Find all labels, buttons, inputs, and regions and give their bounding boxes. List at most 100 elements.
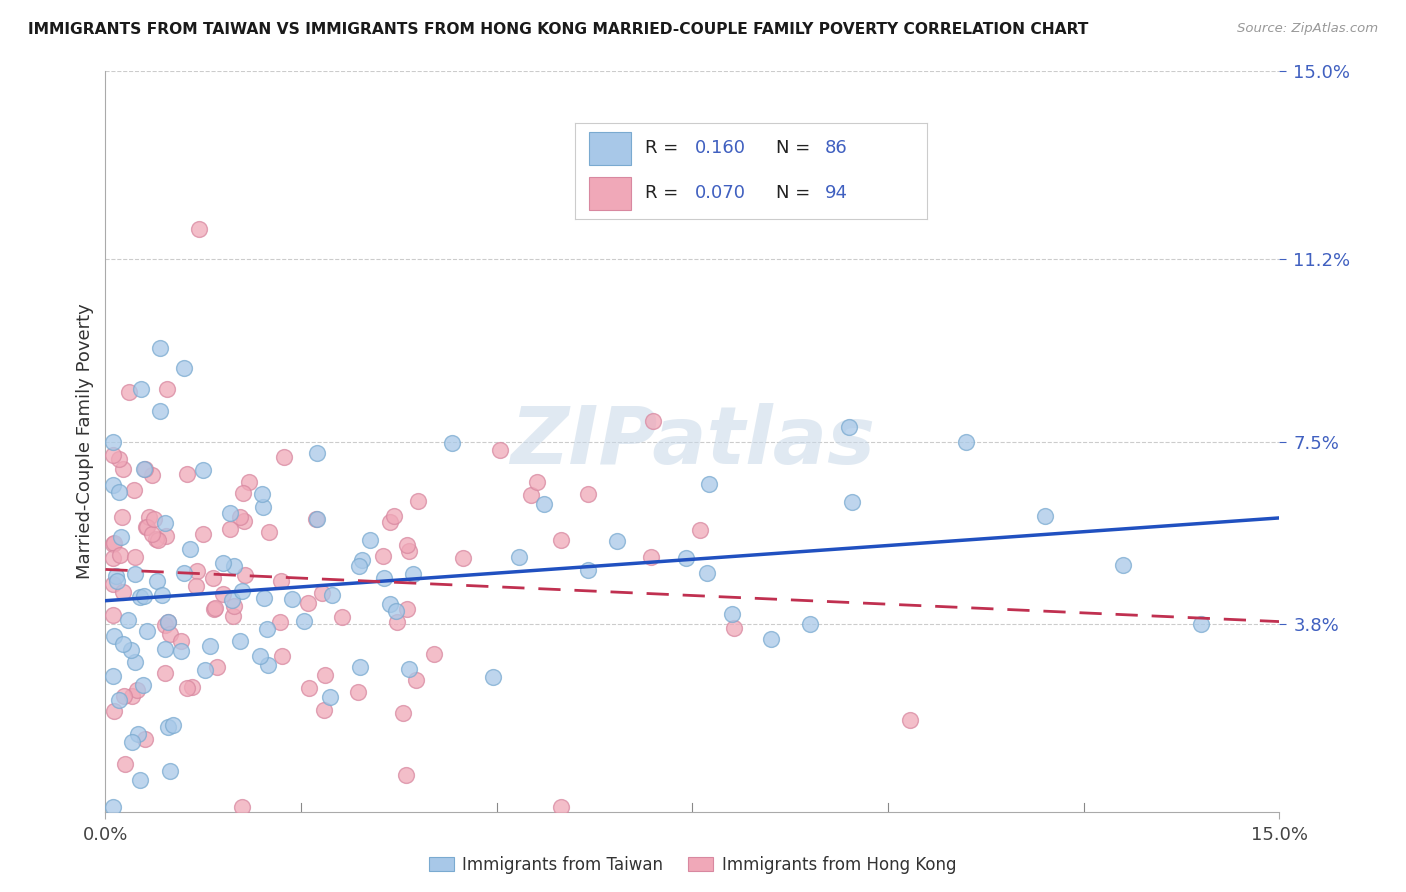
- Point: [378, 597, 401, 611]
- Point: [321, 588, 343, 602]
- Point: [156, 615, 179, 629]
- Point: [162, 718, 184, 732]
- Point: [305, 511, 328, 525]
- Point: [319, 690, 342, 704]
- Point: [103, 577, 125, 591]
- Point: [373, 571, 395, 585]
- Point: [1033, 508, 1056, 523]
- Point: [384, 509, 406, 524]
- Point: [1112, 558, 1135, 572]
- Point: [173, 360, 195, 375]
- Point: [141, 526, 163, 541]
- Point: [218, 506, 240, 520]
- Text: 94: 94: [825, 185, 848, 202]
- Point: [396, 601, 419, 615]
- Point: [257, 658, 280, 673]
- Point: [211, 587, 233, 601]
- Point: [159, 764, 181, 778]
- Point: [103, 799, 125, 814]
- Point: [643, 414, 665, 428]
- Point: [129, 382, 152, 396]
- Point: [121, 690, 143, 704]
- Point: [675, 550, 697, 565]
- Point: [955, 434, 977, 449]
- Point: [696, 566, 718, 581]
- Point: [252, 487, 274, 501]
- Point: [124, 655, 146, 669]
- Point: [723, 621, 745, 635]
- Point: [103, 607, 125, 622]
- Text: ZIPatlas: ZIPatlas: [510, 402, 875, 481]
- Point: [222, 599, 245, 614]
- Point: [689, 523, 711, 537]
- Point: [103, 629, 125, 643]
- Point: [129, 772, 152, 787]
- Point: [173, 566, 195, 580]
- Text: N =: N =: [776, 139, 815, 157]
- Point: [799, 617, 821, 632]
- Point: [606, 534, 628, 549]
- Point: [249, 649, 271, 664]
- Point: [159, 627, 181, 641]
- Point: [398, 544, 420, 558]
- Point: [108, 548, 131, 562]
- Point: [229, 509, 252, 524]
- Text: R =: R =: [645, 185, 685, 202]
- Text: 86: 86: [825, 139, 848, 157]
- Point: [103, 537, 125, 551]
- Point: [271, 648, 294, 663]
- Point: [176, 681, 198, 695]
- Point: [720, 607, 742, 622]
- Point: [142, 512, 165, 526]
- Point: [270, 574, 292, 588]
- Point: [153, 618, 176, 632]
- Point: [150, 588, 173, 602]
- Point: [117, 614, 139, 628]
- Point: [352, 552, 374, 566]
- Point: [221, 592, 243, 607]
- Point: [135, 624, 157, 638]
- Point: [232, 485, 254, 500]
- Point: [205, 659, 228, 673]
- Point: [103, 535, 125, 549]
- Point: [155, 529, 177, 543]
- Point: [112, 689, 135, 703]
- Point: [138, 509, 160, 524]
- Point: [385, 615, 408, 629]
- Point: [281, 591, 304, 606]
- Point: [124, 566, 146, 581]
- Point: [105, 574, 128, 589]
- Point: [191, 463, 214, 477]
- Point: [204, 601, 226, 615]
- Point: [146, 574, 169, 589]
- Point: [330, 610, 353, 624]
- Point: [153, 516, 176, 530]
- Point: [395, 768, 418, 782]
- Legend: Immigrants from Taiwan, Immigrants from Hong Kong: Immigrants from Taiwan, Immigrants from …: [429, 855, 956, 874]
- Point: [640, 549, 662, 564]
- Point: [232, 514, 254, 528]
- Point: [122, 483, 145, 497]
- Point: [222, 558, 245, 573]
- Point: [259, 524, 281, 539]
- Bar: [589, 132, 631, 164]
- Point: [103, 669, 125, 683]
- Point: [194, 663, 217, 677]
- Point: [385, 604, 408, 618]
- Point: [292, 614, 315, 628]
- Point: [550, 533, 572, 548]
- Point: [186, 565, 208, 579]
- Point: [533, 497, 555, 511]
- Point: [170, 634, 193, 648]
- Point: [520, 488, 543, 502]
- Point: [273, 450, 295, 464]
- Point: [135, 520, 157, 534]
- Point: [256, 622, 278, 636]
- Point: [759, 632, 782, 646]
- Point: [132, 590, 155, 604]
- Point: [402, 567, 425, 582]
- Point: [508, 550, 530, 565]
- Point: [576, 487, 599, 501]
- Point: [231, 799, 253, 814]
- Point: [550, 799, 572, 814]
